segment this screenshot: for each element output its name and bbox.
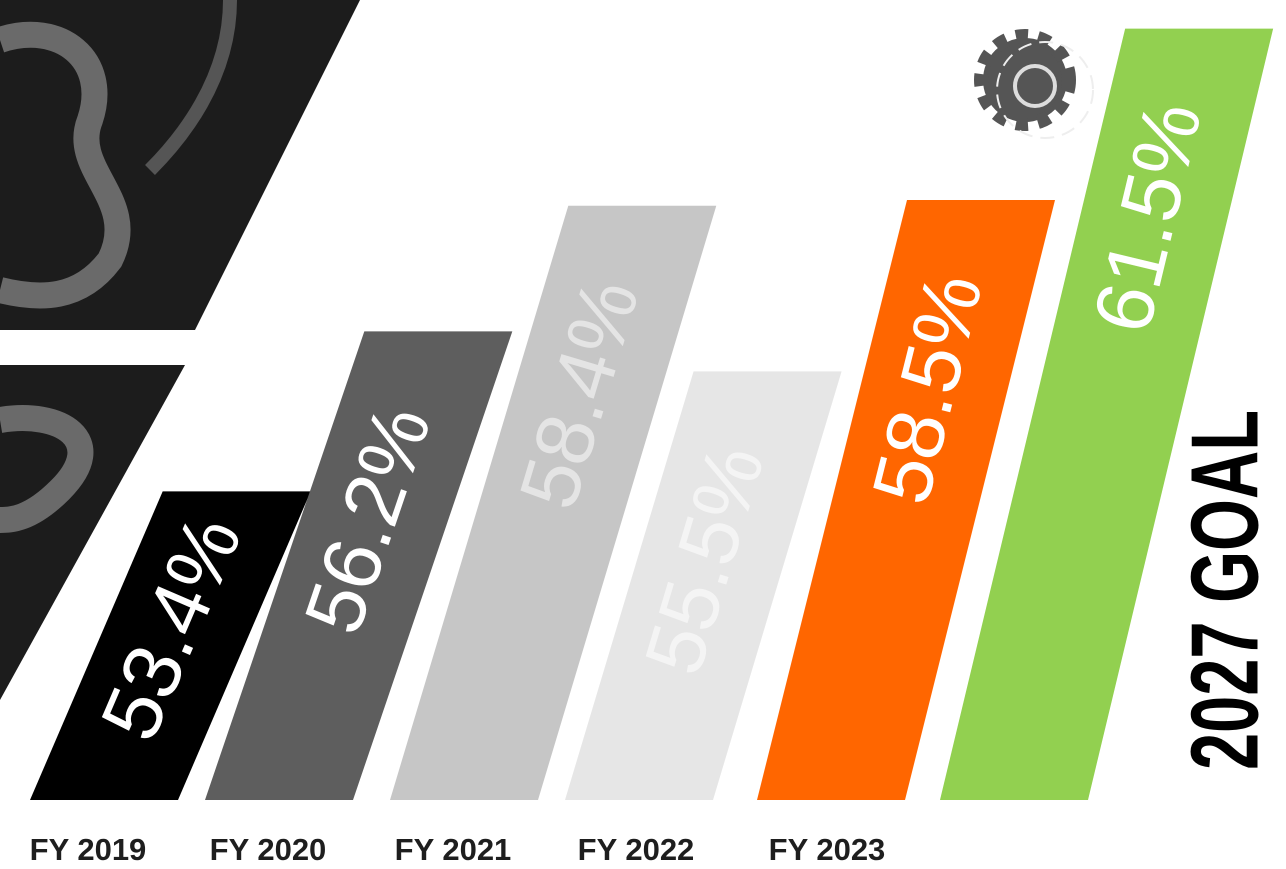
x-tick-label: FY 2021 (395, 832, 512, 867)
logo-background (0, 0, 360, 700)
bar (757, 200, 1055, 800)
bar (940, 28, 1274, 801)
goal-label: 2027 GOAL (1171, 410, 1278, 770)
bar (565, 371, 842, 800)
x-tick-label: FY 2023 (769, 832, 886, 867)
gear-icon (974, 29, 1094, 139)
x-tick-label: FY 2019 (30, 832, 147, 867)
bar (30, 491, 311, 800)
x-tick-label: FY 2022 (578, 832, 695, 867)
bar (205, 331, 513, 800)
x-tick-label: FY 2020 (210, 832, 327, 867)
bar (390, 205, 717, 800)
